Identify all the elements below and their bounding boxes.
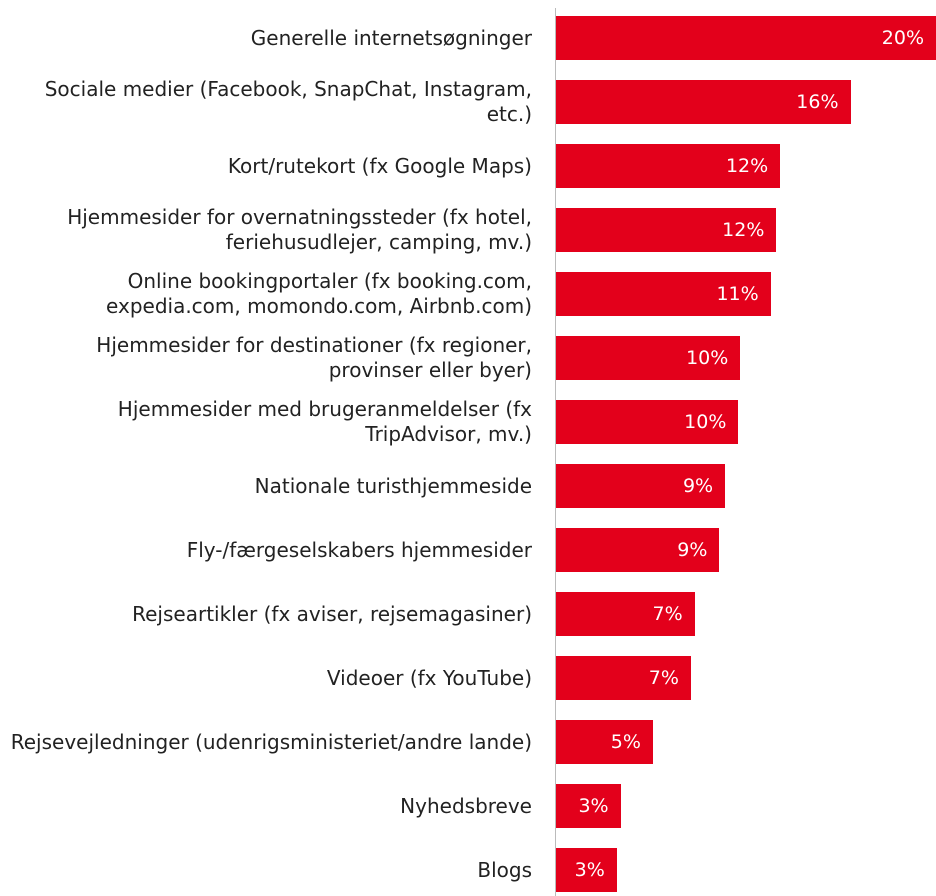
value-label: 11% <box>716 283 759 305</box>
axis-line <box>555 8 556 896</box>
category-text: Rejseartikler (fx aviser, rejsemagasiner… <box>132 601 532 626</box>
category-text: Generelle internetsøgninger <box>250 25 532 50</box>
category-label: Kort/rutekort (fx Google Maps) <box>0 134 532 198</box>
bar <box>556 592 695 636</box>
bar <box>556 336 741 380</box>
category-label: Blogs <box>0 838 532 896</box>
category-text: Nationale turisthjemmeside <box>254 473 532 498</box>
category-label: Fly-/færgeselskabers hjemmesider <box>0 518 532 582</box>
value-label: 3% <box>574 859 605 881</box>
category-text: Hjemmesider med brugeranmeldelser (fx Tr… <box>117 397 532 446</box>
value-label: 16% <box>796 91 839 113</box>
bar <box>556 656 691 700</box>
category-text: Nyhedsbreve <box>400 793 532 818</box>
value-label: 3% <box>578 795 609 817</box>
category-text: Sociale medier (Facebook, SnapChat, Inst… <box>44 77 532 126</box>
value-label: 12% <box>725 155 769 177</box>
value-label: 9% <box>677 539 708 561</box>
category-text: Videoer (fx YouTube) <box>326 665 532 690</box>
category-label: Sociale medier (Facebook, SnapChat, Inst… <box>0 70 532 134</box>
category-label: Online bookingportaler (fx booking.com, … <box>0 262 532 326</box>
bar <box>556 208 777 252</box>
category-label: Rejseartikler (fx aviser, rejsemagasiner… <box>0 582 532 646</box>
bar <box>556 400 739 444</box>
value-label: 12% <box>722 219 765 241</box>
bar <box>556 80 851 124</box>
value-label: 5% <box>610 731 641 753</box>
value-label: 7% <box>652 603 683 625</box>
category-text: Blogs <box>477 857 532 882</box>
bar <box>556 848 617 892</box>
category-text: Kort/rutekort (fx Google Maps) <box>227 153 532 178</box>
value-label: 7% <box>648 667 679 689</box>
bar <box>556 272 771 316</box>
category-label: Hjemmesider for destinationer (fx region… <box>0 326 532 390</box>
category-label: Videoer (fx YouTube) <box>0 646 532 710</box>
category-label: Nationale turisthjemmeside <box>0 454 532 518</box>
category-label: Nyhedsbreve <box>0 774 532 838</box>
value-label: 20% <box>881 27 924 49</box>
category-label: Rejsevejledninger (udenrigsministeriet/a… <box>0 710 532 774</box>
category-label: Hjemmesider for overnatningssteder (fx h… <box>0 198 532 262</box>
value-label: 10% <box>684 411 727 433</box>
value-label: 10% <box>686 347 729 369</box>
bar <box>556 16 936 60</box>
category-text: Fly-/færgeselskabers hjemmesider <box>186 537 532 562</box>
value-label: 9% <box>682 475 714 497</box>
bar <box>556 784 621 828</box>
category-text: Hjemmesider for destinationer (fx region… <box>96 333 532 382</box>
category-label: Hjemmesider med brugeranmeldelser (fx Tr… <box>0 390 532 454</box>
category-label: Generelle internetsøgninger <box>0 6 532 70</box>
bar <box>556 720 653 764</box>
category-text: Online bookingportaler (fx booking.com, … <box>106 269 532 318</box>
category-text: Rejsevejledninger (udenrigsministeriet/a… <box>10 729 532 754</box>
bar <box>556 464 726 508</box>
category-text: Hjemmesider for overnatningssteder (fx h… <box>67 205 532 254</box>
bar <box>556 144 781 188</box>
bar <box>556 528 720 572</box>
